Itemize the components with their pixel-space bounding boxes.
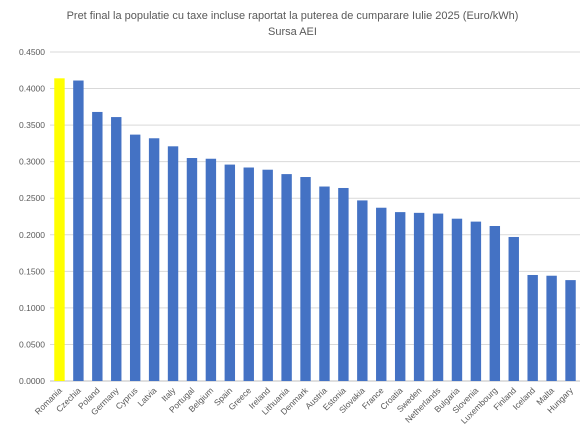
y-tick-label: 0.0000 xyxy=(19,376,45,386)
bar-estonia xyxy=(338,187,349,381)
bar-romania xyxy=(54,78,65,381)
y-tick-label: 0.1000 xyxy=(19,303,45,313)
bar-france xyxy=(376,207,387,381)
bar-austria xyxy=(319,186,330,381)
bar-spain xyxy=(224,164,236,381)
bar-lithuania xyxy=(281,174,292,381)
bar-ireland xyxy=(262,169,273,381)
bar-cyprus xyxy=(129,134,141,381)
bar-poland xyxy=(92,111,103,381)
bar-denmark xyxy=(300,177,311,381)
bar-malta xyxy=(546,275,557,381)
bar-hungary xyxy=(565,280,576,381)
bar-netherlands xyxy=(432,213,444,381)
bar-slovakia xyxy=(357,200,368,381)
chart-title: Pret final la populatie cu taxe incluse … xyxy=(66,10,519,22)
bar-luxembourg xyxy=(489,226,501,381)
y-tick-label: 0.4000 xyxy=(19,84,45,94)
bar-iceland xyxy=(527,274,538,381)
bar-greece xyxy=(243,167,254,381)
bar-bulgaria xyxy=(451,218,463,381)
bar-slovenia xyxy=(470,221,482,381)
bar-germany xyxy=(111,117,122,382)
bar-croatia xyxy=(394,212,406,381)
bar-latvia xyxy=(148,138,160,381)
y-tick-label: 0.3000 xyxy=(19,157,45,167)
bar-italy xyxy=(167,146,179,381)
bar-sweden xyxy=(413,212,425,381)
chart-subtitle: Sursa AEI xyxy=(268,26,317,38)
y-tick-label: 0.4500 xyxy=(19,47,45,57)
bar-belgium xyxy=(205,158,217,381)
bar-finland xyxy=(508,236,519,381)
bar-czechia xyxy=(73,80,84,381)
bar-portugal xyxy=(186,158,198,381)
x-tick-label: Latvia xyxy=(135,385,158,408)
y-tick-label: 0.1500 xyxy=(19,266,45,276)
y-tick-label: 0.3500 xyxy=(19,120,45,130)
y-tick-label: 0.2000 xyxy=(19,230,45,240)
y-tick-label: 0.2500 xyxy=(19,193,45,203)
y-tick-label: 0.0500 xyxy=(19,339,45,349)
